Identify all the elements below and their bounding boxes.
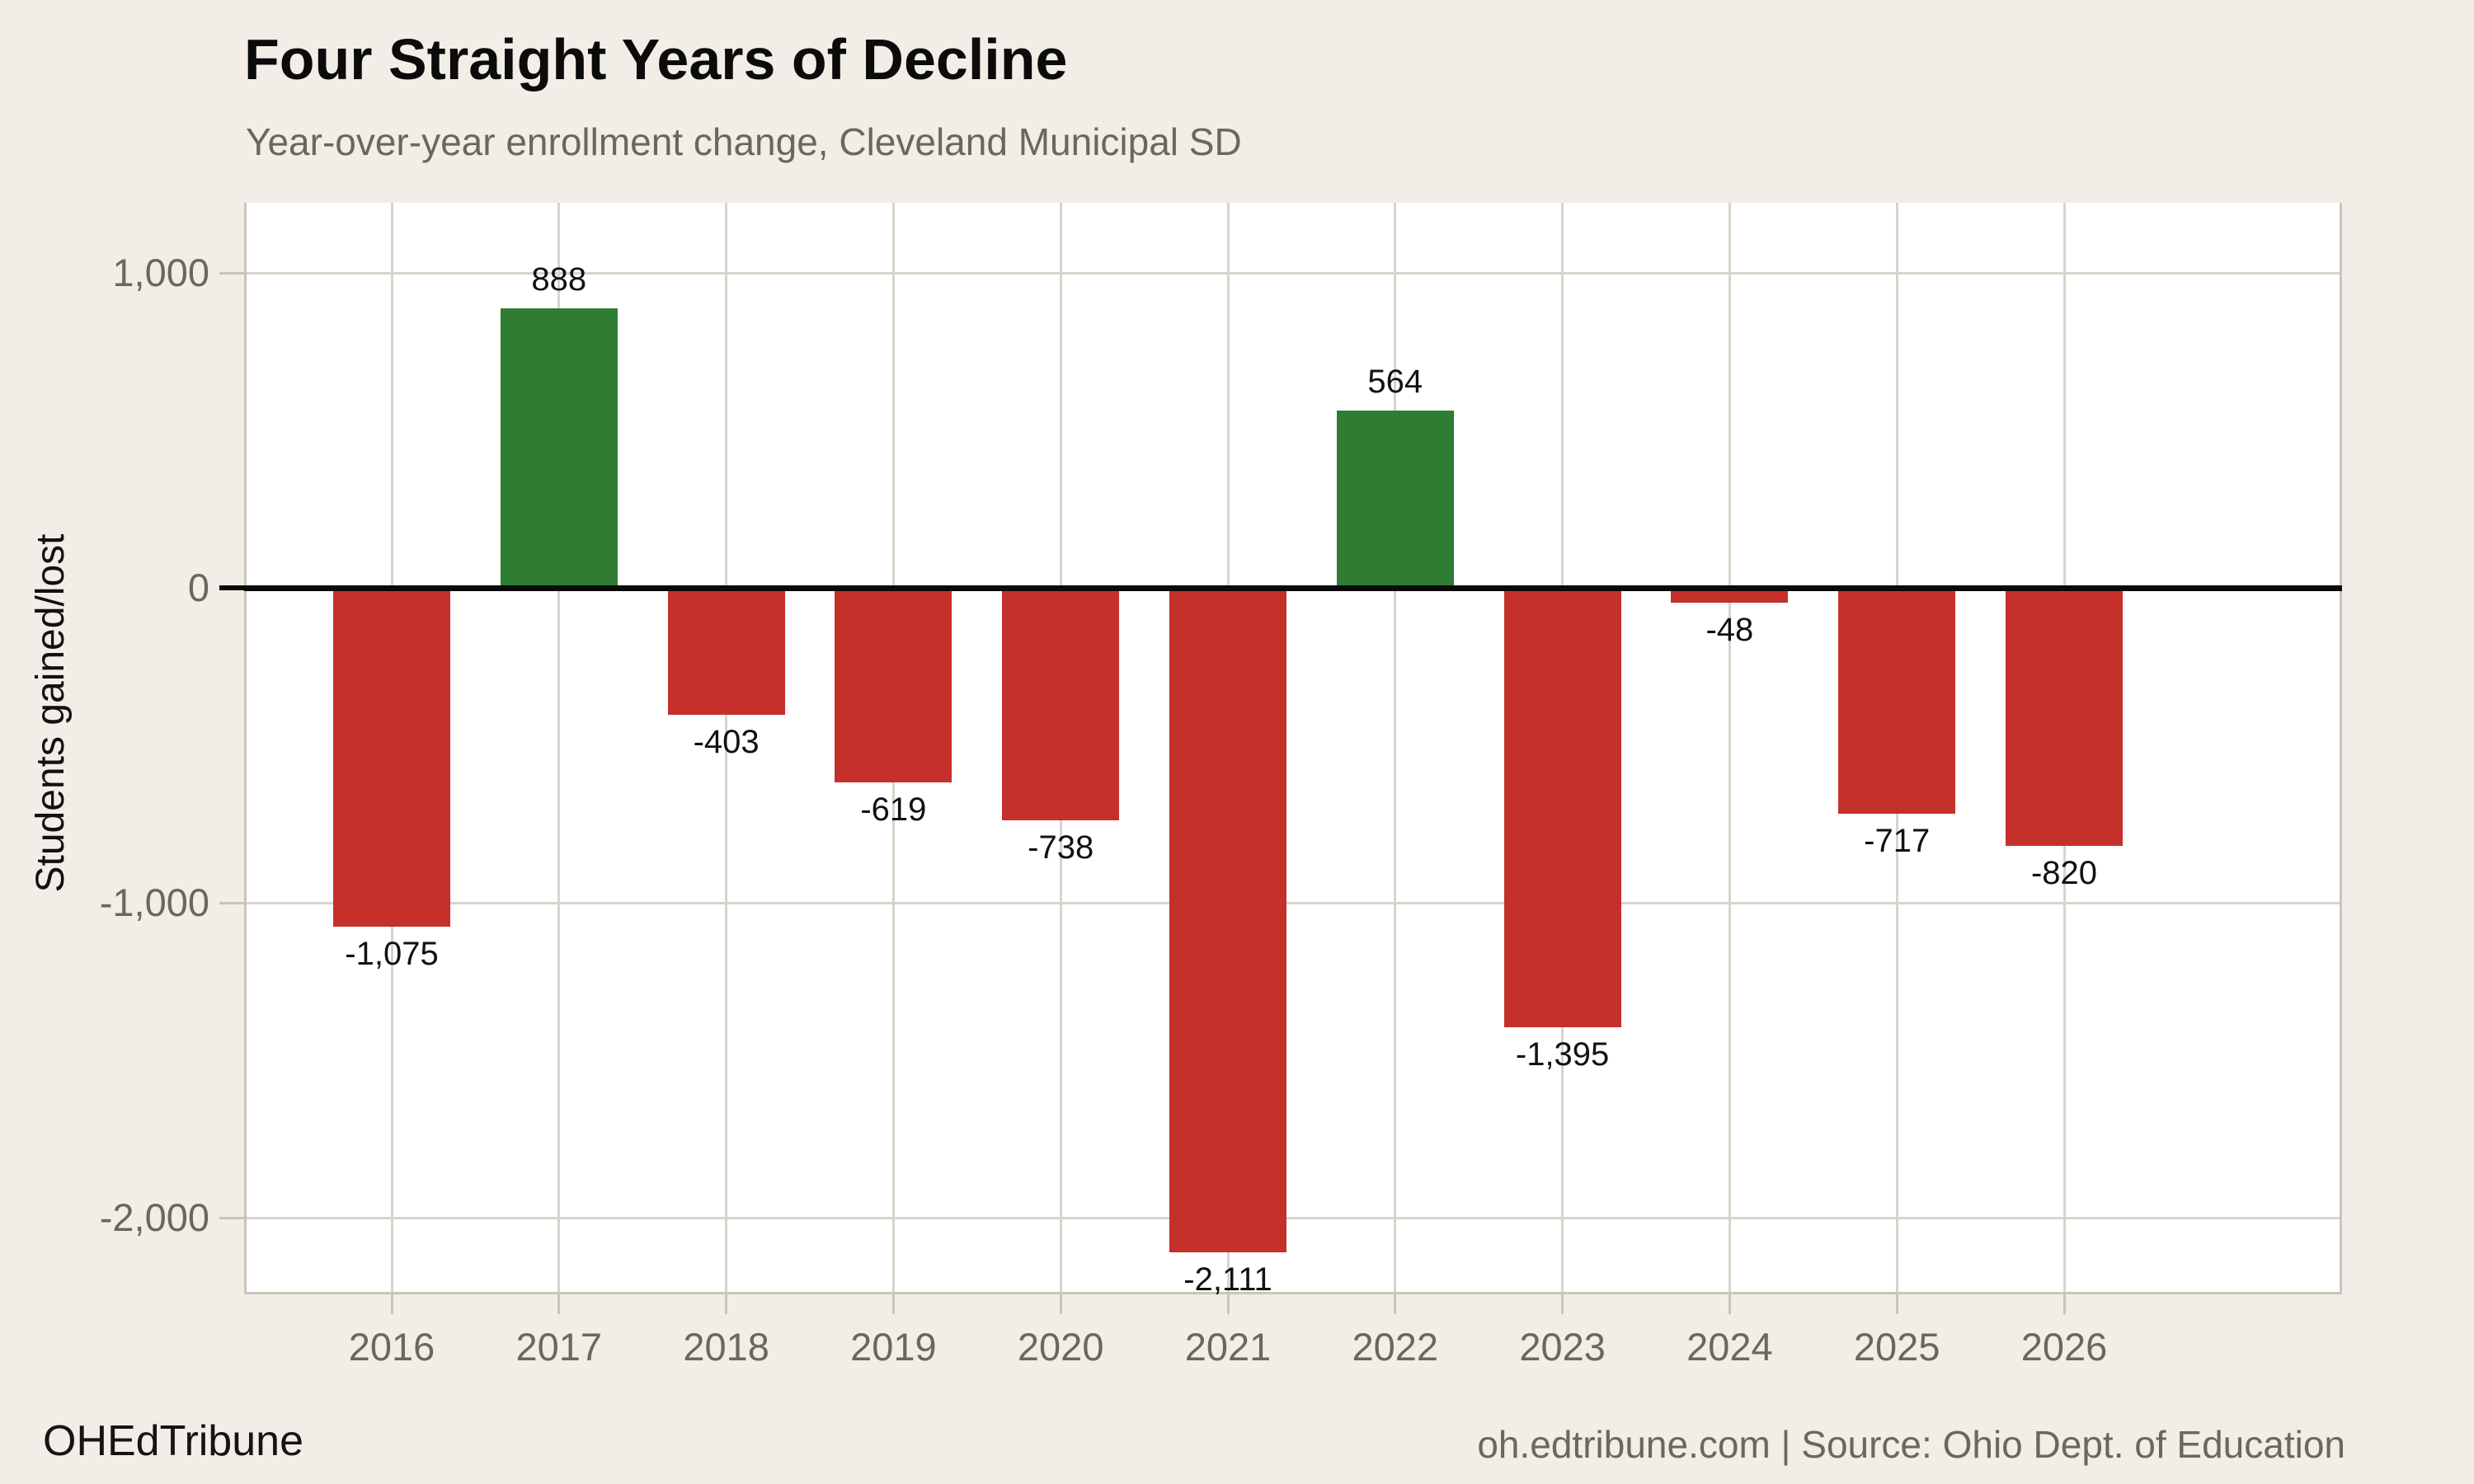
horizontal-gridline <box>244 901 2342 904</box>
x-axis-label: 2024 <box>1686 1325 1773 1369</box>
plot-border-left <box>244 203 247 1294</box>
bar-value-label: -619 <box>860 791 927 829</box>
y-axis: 1,000 0 -1,000 -2,000 <box>0 203 244 1294</box>
vertical-gridline <box>1394 203 1397 1294</box>
x-tick-mark <box>2062 1294 2066 1314</box>
bar-value-label: -1,395 <box>1515 1036 1610 1073</box>
y-tick-mark <box>219 1216 244 1219</box>
x-tick-mark <box>1561 1294 1564 1314</box>
vertical-gridline <box>725 203 728 1294</box>
x-axis-label: 2016 <box>348 1325 435 1369</box>
x-axis-label: 2023 <box>1519 1325 1606 1369</box>
y-tick-label: 1,000 <box>112 251 209 294</box>
bar-value-label: -717 <box>1864 822 1931 859</box>
x-axis-label: 2026 <box>2020 1325 2108 1369</box>
bar-value-label: -2,111 <box>1183 1261 1272 1298</box>
x-tick-mark <box>390 1294 393 1314</box>
bar <box>2006 588 2123 847</box>
bar <box>1169 588 1286 1253</box>
x-axis-label: 2021 <box>1184 1325 1272 1369</box>
y-tick-label: -1,000 <box>99 881 209 924</box>
x-tick-mark <box>891 1294 895 1314</box>
x-tick-mark <box>1394 1294 1397 1314</box>
plot-border-right <box>2340 203 2342 1294</box>
plot-border-bottom <box>244 1292 2342 1294</box>
x-tick-mark <box>1895 1294 1898 1314</box>
bar <box>1503 588 1621 1027</box>
bar-value-label: 888 <box>531 261 587 298</box>
footer-source: oh.edtribune.com | Source: Ohio Dept. of… <box>1477 1423 2345 1466</box>
vertical-gridline <box>557 203 561 1294</box>
bar <box>1336 410 1454 588</box>
bar-value-label: -48 <box>1705 612 1754 649</box>
bar-value-label: -403 <box>693 723 760 760</box>
x-axis-label: 2019 <box>850 1325 937 1369</box>
zero-line <box>244 585 2342 591</box>
chart-subtitle: Year-over-year enrollment change, Clevel… <box>246 120 1242 163</box>
bar <box>667 588 785 715</box>
y-tick-label: 0 <box>187 566 209 609</box>
bar <box>500 308 618 588</box>
bar <box>1002 588 1120 820</box>
x-axis-label: 2022 <box>1352 1325 1439 1369</box>
bar-value-label: -738 <box>1028 829 1094 866</box>
chart-title: Four Straight Years of Decline <box>244 27 1068 92</box>
bar <box>1671 588 1789 603</box>
x-axis-label: 2018 <box>683 1325 769 1369</box>
vertical-gridline <box>1728 203 1731 1294</box>
x-tick-mark <box>725 1294 728 1314</box>
x-axis-label: 2017 <box>515 1325 603 1369</box>
horizontal-gridline <box>244 271 2342 275</box>
x-axis-label: 2020 <box>1017 1325 1104 1369</box>
y-tick-mark <box>219 271 244 275</box>
bar <box>1838 588 1956 814</box>
footer-brand: OHEdTribune <box>43 1417 303 1465</box>
x-tick-mark <box>1728 1294 1731 1314</box>
x-tick-mark <box>1226 1294 1230 1314</box>
y-tick-label: -2,000 <box>99 1195 209 1239</box>
bar <box>333 588 450 927</box>
x-axis-label: 2025 <box>1853 1325 1940 1369</box>
bar-value-label: 564 <box>1367 363 1423 400</box>
bar-value-label: -820 <box>2030 855 2098 892</box>
x-tick-mark <box>557 1294 561 1314</box>
bar-value-label: -1,075 <box>345 935 439 972</box>
horizontal-gridline <box>244 1216 2342 1219</box>
x-tick-mark <box>1059 1294 1062 1314</box>
y-tick-mark <box>219 585 244 590</box>
plot-area: 2016 2017 2018 2019 2020 2021 2022 2023 2024 2025… <box>244 203 2342 1369</box>
bar <box>835 588 952 783</box>
y-tick-mark <box>219 901 244 904</box>
